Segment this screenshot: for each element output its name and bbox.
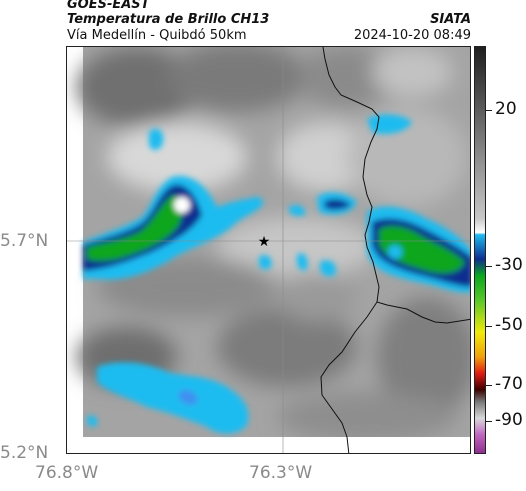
longitude-label-76.3: 76.3°W [249, 463, 313, 483]
route-label: Vía Medellín - Quibdó 50km [67, 28, 247, 43]
latitude-label-5.2: 5.2°N [0, 443, 49, 463]
colorbar-label-minus30: -30 [495, 255, 523, 275]
colorbar [474, 46, 486, 454]
lat-lon-gridlines [67, 47, 470, 453]
datetime-label: 2024-10-20 08:49 [353, 28, 471, 43]
organization-label: SIATA [430, 12, 471, 27]
colorbar-tick [486, 421, 492, 422]
cold-cloud-tops [83, 114, 470, 434]
colorbar-label-20: 20 [495, 99, 517, 119]
colorbar-tick [486, 385, 492, 386]
satellite-label: GOES-EAST [67, 0, 150, 12]
product-title: Temperatura de Brillo CH13 [67, 12, 270, 27]
colorbar-label-minus50: -50 [495, 315, 523, 335]
colorbar-tick [486, 326, 492, 327]
colorbar-tick [486, 110, 492, 111]
colorbar-label-minus90: -90 [495, 410, 523, 430]
svg-text:★: ★ [258, 234, 271, 250]
coastline [320, 47, 470, 453]
colorbar-tick [486, 266, 492, 267]
longitude-label-76.8: 76.8°W [35, 463, 99, 483]
brightness-temperature-field [77, 47, 470, 453]
colorbar-label-minus70: -70 [495, 374, 523, 394]
star-icon: ★ [258, 234, 271, 250]
latitude-label-5.7: 5.7°N [0, 231, 49, 251]
satellite-map: ★ [66, 46, 471, 454]
